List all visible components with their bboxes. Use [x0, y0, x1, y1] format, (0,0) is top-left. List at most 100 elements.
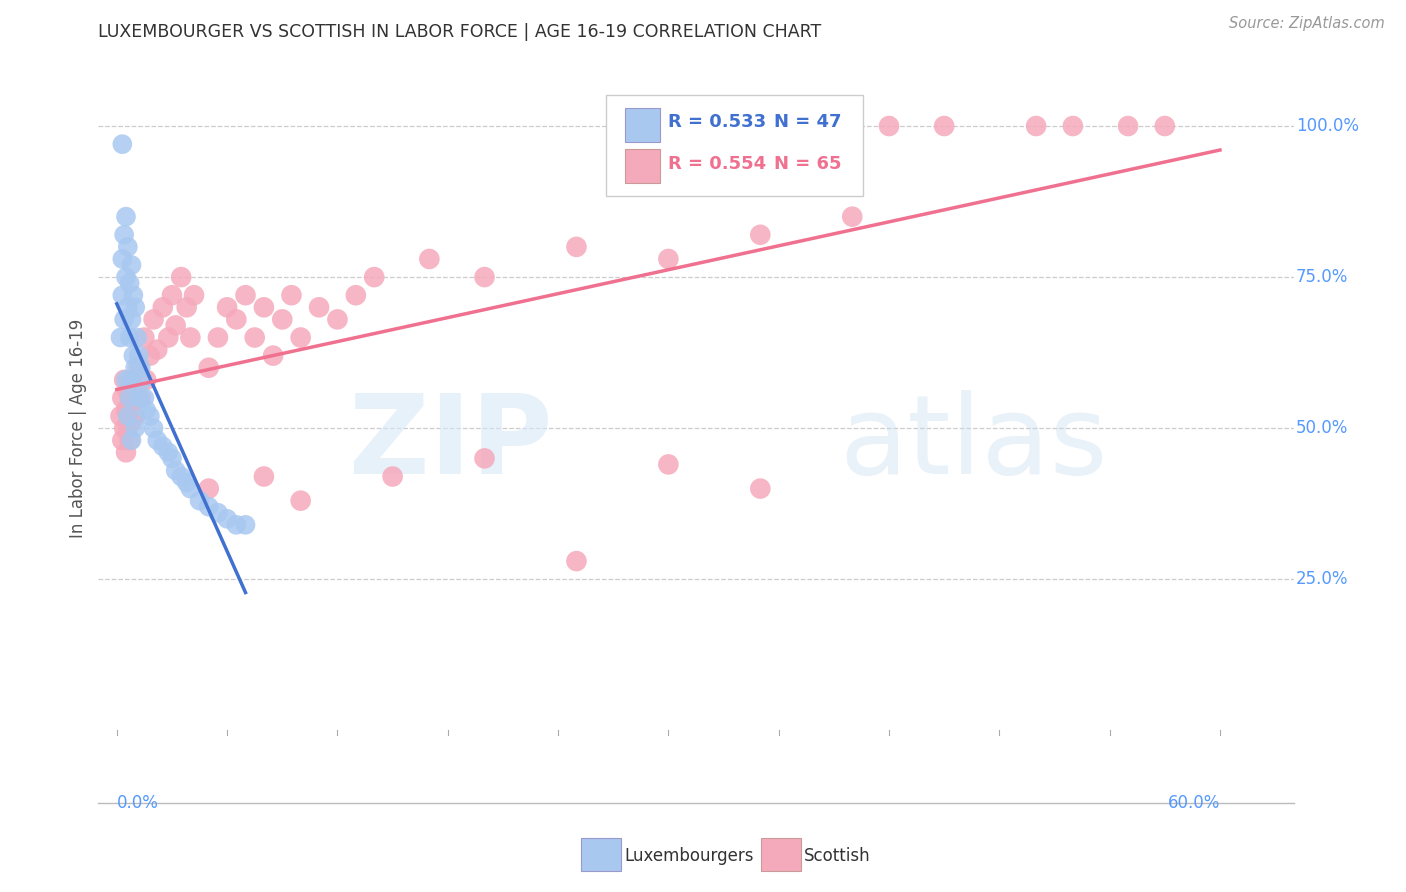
- Point: [179, 482, 201, 496]
- Point: [207, 330, 229, 344]
- Point: [117, 240, 139, 254]
- Text: atlas: atlas: [839, 390, 1108, 497]
- Point: [124, 421, 146, 435]
- Point: [110, 330, 132, 344]
- Point: [139, 409, 162, 423]
- Point: [179, 330, 201, 344]
- Point: [142, 421, 165, 435]
- Point: [121, 258, 143, 272]
- Text: Scottish: Scottish: [804, 847, 870, 865]
- Point: [1025, 119, 1047, 133]
- Point: [280, 288, 302, 302]
- Point: [344, 288, 367, 302]
- Point: [188, 493, 211, 508]
- Point: [121, 312, 143, 326]
- Point: [118, 330, 141, 344]
- Point: [112, 227, 135, 242]
- Point: [110, 409, 132, 423]
- Point: [363, 270, 385, 285]
- Point: [657, 458, 679, 472]
- Point: [112, 312, 135, 326]
- Point: [128, 349, 150, 363]
- Point: [271, 312, 294, 326]
- Text: Luxembourgers: Luxembourgers: [624, 847, 754, 865]
- Point: [207, 506, 229, 520]
- Point: [176, 301, 198, 315]
- Text: R = 0.533: R = 0.533: [668, 113, 766, 131]
- Point: [125, 330, 148, 344]
- Point: [197, 360, 219, 375]
- Point: [121, 415, 143, 429]
- FancyBboxPatch shape: [626, 108, 661, 143]
- Point: [142, 312, 165, 326]
- Point: [841, 210, 863, 224]
- Point: [176, 475, 198, 490]
- Point: [111, 137, 134, 152]
- Point: [128, 391, 150, 405]
- Point: [1062, 119, 1084, 133]
- Point: [474, 270, 496, 285]
- Point: [112, 421, 135, 435]
- Point: [290, 493, 312, 508]
- Point: [381, 469, 404, 483]
- Point: [122, 391, 145, 405]
- Point: [129, 391, 152, 405]
- Point: [657, 252, 679, 266]
- Point: [118, 397, 141, 411]
- Point: [115, 445, 138, 459]
- Y-axis label: In Labor Force | Age 16-19: In Labor Force | Age 16-19: [69, 318, 87, 538]
- Point: [115, 403, 138, 417]
- Text: 75.0%: 75.0%: [1296, 268, 1348, 286]
- Point: [146, 343, 169, 357]
- Point: [225, 517, 247, 532]
- Point: [160, 288, 183, 302]
- Point: [146, 434, 169, 448]
- Point: [170, 469, 193, 483]
- Point: [157, 330, 180, 344]
- Point: [117, 409, 139, 423]
- Point: [117, 384, 139, 399]
- Point: [121, 373, 143, 387]
- Point: [197, 500, 219, 514]
- Point: [121, 373, 143, 387]
- Point: [253, 469, 276, 483]
- Point: [183, 288, 205, 302]
- Point: [124, 301, 146, 315]
- Point: [122, 288, 145, 302]
- Point: [135, 373, 157, 387]
- Point: [135, 403, 157, 417]
- Text: Source: ZipAtlas.com: Source: ZipAtlas.com: [1229, 16, 1385, 31]
- Point: [1116, 119, 1139, 133]
- Point: [111, 434, 134, 448]
- Point: [262, 349, 284, 363]
- Point: [117, 301, 139, 315]
- Point: [217, 301, 239, 315]
- Text: 100.0%: 100.0%: [1296, 117, 1360, 135]
- Text: 50.0%: 50.0%: [1296, 419, 1348, 437]
- Point: [134, 330, 156, 344]
- Point: [112, 373, 135, 387]
- Point: [115, 373, 138, 387]
- Point: [134, 391, 156, 405]
- Point: [160, 451, 183, 466]
- Point: [111, 288, 134, 302]
- Point: [152, 301, 174, 315]
- Point: [934, 119, 956, 133]
- Text: LUXEMBOURGER VS SCOTTISH IN LABOR FORCE | AGE 16-19 CORRELATION CHART: LUXEMBOURGER VS SCOTTISH IN LABOR FORCE …: [98, 23, 821, 41]
- Point: [122, 349, 145, 363]
- Point: [565, 240, 588, 254]
- Point: [253, 301, 276, 315]
- Point: [128, 360, 150, 375]
- Point: [118, 276, 141, 290]
- Point: [165, 463, 187, 477]
- Point: [121, 434, 143, 448]
- Point: [308, 301, 330, 315]
- Point: [115, 210, 138, 224]
- Point: [129, 360, 152, 375]
- FancyBboxPatch shape: [626, 149, 661, 183]
- Point: [235, 517, 257, 532]
- Point: [217, 512, 239, 526]
- Point: [131, 373, 153, 387]
- Point: [118, 391, 141, 405]
- Point: [565, 554, 588, 568]
